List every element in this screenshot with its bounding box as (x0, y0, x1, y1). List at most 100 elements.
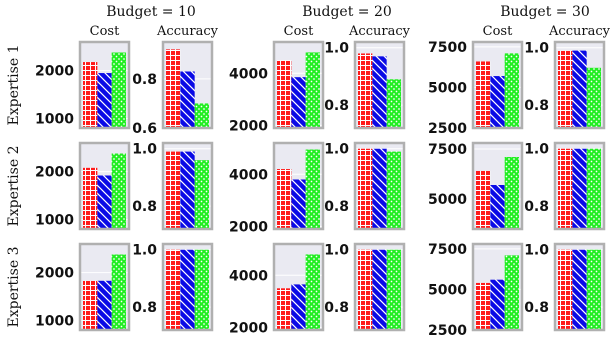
bar-red (358, 249, 373, 330)
ytick-label: 2500 (428, 323, 467, 339)
bar-blue (572, 249, 587, 330)
panel-expertise-1-budget-20-cost: 2000 4000 (229, 40, 325, 134)
bar-blue (291, 284, 306, 330)
ytick-label: 0.8 (132, 300, 157, 316)
bar-blue (490, 279, 505, 330)
bar-blue (490, 185, 505, 229)
ytick-label: 1.0 (132, 243, 157, 259)
bar-green (386, 79, 401, 128)
ytick-label: 0.8 (132, 199, 157, 215)
panel-expertise-3-budget-20-cost: 2000 4000 (229, 242, 325, 336)
panel-title-cost: Cost (483, 24, 513, 39)
ytick-label: 2000 (229, 118, 268, 134)
ytick-label: 7500 (428, 242, 467, 258)
bar-blue (572, 50, 587, 128)
panel-title-accuracy: Accuracy (348, 24, 411, 39)
row-label-expertise-3: Expertise 3 (6, 247, 22, 328)
ytick-label: 1.0 (324, 142, 349, 158)
panel-expertise-2-budget-30-accuracy: 0.8 1.0 (524, 141, 606, 231)
panel-title-cost: Cost (90, 24, 120, 39)
bar-green (111, 52, 126, 129)
ytick-label: 5000 (428, 192, 467, 208)
panel-expertise-1-budget-20-accuracy: 0.8 1.0 (324, 41, 406, 130)
ytick-label: 1.0 (132, 142, 157, 158)
panel-expertise-3-budget-30-cost: 2500 5000 7500 (428, 242, 524, 339)
panel-title-accuracy: Accuracy (156, 24, 219, 39)
panel-frame (553, 242, 606, 332)
bar-blue (572, 148, 587, 229)
ytick-label: 4000 (229, 268, 268, 284)
panel-frame (78, 141, 131, 231)
bar-green (504, 53, 519, 128)
panel-title-cost: Cost (284, 24, 314, 39)
bar-blue (372, 56, 387, 129)
panel-frame (471, 40, 524, 130)
bar-blue (291, 179, 306, 229)
bar-green (386, 151, 401, 229)
bar-red (476, 282, 491, 330)
panel-title-accuracy: Accuracy (548, 24, 611, 39)
ytick-label: 7500 (428, 142, 467, 158)
bar-red (83, 62, 98, 128)
ytick-label: 1.0 (324, 243, 349, 259)
ytick-label: 0.6 (132, 121, 157, 137)
bar-green (111, 153, 126, 229)
panel-frame (553, 40, 606, 130)
row-label-expertise-1: Expertise 1 (6, 45, 22, 126)
ytick-label: 2000 (35, 64, 74, 80)
row-label-expertise-2: Expertise 2 (6, 146, 22, 227)
bar-green (386, 249, 401, 330)
ytick-label: 5000 (428, 282, 467, 298)
bar-red (476, 61, 491, 129)
bar-blue (180, 151, 195, 229)
bar-red (277, 169, 292, 229)
bar-red (277, 288, 292, 330)
bar-green (194, 249, 209, 330)
ytick-label: 0.8 (324, 300, 349, 316)
panel-frame (161, 242, 214, 332)
bar-green (305, 254, 320, 330)
ytick-label: 2000 (229, 219, 268, 235)
ytick-label: 0.8 (324, 199, 349, 215)
bar-green (504, 157, 519, 229)
panel-frame (353, 141, 406, 231)
panel-expertise-3-budget-10-cost: 1000 2000 (35, 242, 131, 332)
bar-blue (291, 77, 306, 128)
bar-blue (180, 249, 195, 330)
panel-expertise-1-budget-30-accuracy: 0.8 1.0 (524, 40, 606, 130)
ytick-label: 1000 (35, 313, 74, 329)
ytick-label: 1.0 (524, 41, 549, 57)
bar-red (558, 50, 573, 128)
panel-frame (161, 40, 214, 130)
col-title-budget-20: Budget = 20 (302, 4, 392, 20)
bar-green (305, 52, 320, 129)
col-title-budget-10: Budget = 10 (106, 4, 196, 20)
ytick-label: 1000 (35, 111, 74, 127)
bar-green (194, 160, 209, 229)
bar-blue (180, 71, 195, 128)
ytick-label: 2000 (35, 266, 74, 282)
bar-blue (97, 175, 112, 229)
panel-frame (272, 242, 325, 332)
ytick-label: 0.8 (524, 199, 549, 215)
ytick-label: 1.0 (524, 243, 549, 259)
panel-frame (553, 141, 606, 231)
bar-red (83, 280, 98, 330)
ytick-label: 1.0 (324, 41, 349, 57)
panel-expertise-2-budget-30-cost: 5000 7500 (428, 141, 524, 231)
panel-expertise-2-budget-20-cost: 2000 4000 (229, 141, 325, 235)
ytick-label: 0.8 (524, 300, 549, 316)
bar-blue (490, 76, 505, 128)
panel-frame (353, 242, 406, 332)
ytick-label: 0.8 (524, 98, 549, 114)
ytick-label: 0.8 (132, 72, 157, 88)
panel-frame (161, 141, 214, 231)
col-title-budget-30: Budget = 30 (500, 4, 590, 20)
panel-frame (78, 40, 131, 130)
bar-green (305, 149, 320, 229)
panel-frame (272, 141, 325, 231)
panel-expertise-1-budget-30-cost: 2500 5000 7500 (428, 40, 524, 137)
ytick-label: 5000 (428, 80, 467, 96)
bar-blue (372, 148, 387, 229)
